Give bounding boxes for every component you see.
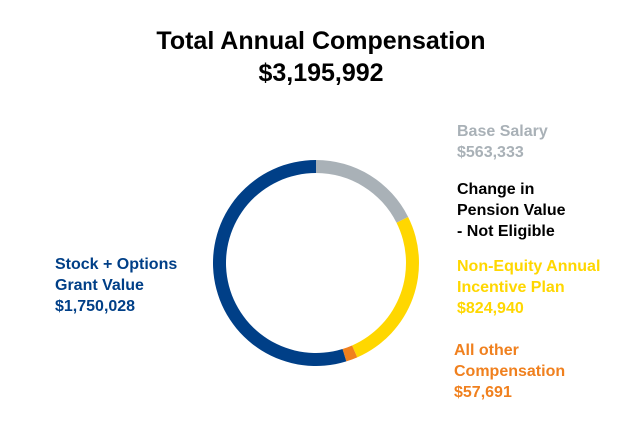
legend-label-all-other: All other Compensation $57,691 (454, 340, 565, 403)
donut-slice-nonequity (352, 216, 419, 358)
label-line: Non-Equity Annual (457, 258, 601, 275)
label-value: $1,750,028 (55, 298, 136, 315)
chart-title: Total Annual Compensation (156, 27, 486, 55)
legend-label-pension: Change in Pension Value - Not Eligible (457, 179, 565, 242)
legend-label-base-salary: Base Salary $563,333 (457, 121, 548, 163)
label-line: Stock + Options (55, 256, 178, 273)
donut-slice-other (342, 345, 358, 362)
donut-slice-base (316, 160, 409, 223)
chart-total: $3,195,992 (258, 59, 384, 87)
label-line: Compensation (454, 363, 566, 380)
label-line: Incentive Plan (457, 279, 565, 296)
label-line: - Not Eligible (457, 223, 555, 240)
label-value: $57,691 (454, 384, 512, 401)
legend-label-non-equity: Non-Equity Annual Incentive Plan $824,94… (457, 256, 600, 319)
legend-label-stock-options: Stock + Options Grant Value $1,750,028 (55, 254, 177, 317)
label-value: $563,333 (457, 144, 524, 161)
label-line: Grant Value (55, 277, 144, 294)
label-value: $824,940 (457, 300, 524, 317)
donut-slice-stock (213, 160, 347, 366)
label-line: Change in (457, 181, 535, 198)
label-line: All other (454, 342, 519, 359)
label-line: Base Salary (457, 123, 548, 140)
label-line: Pension Value (457, 202, 566, 219)
